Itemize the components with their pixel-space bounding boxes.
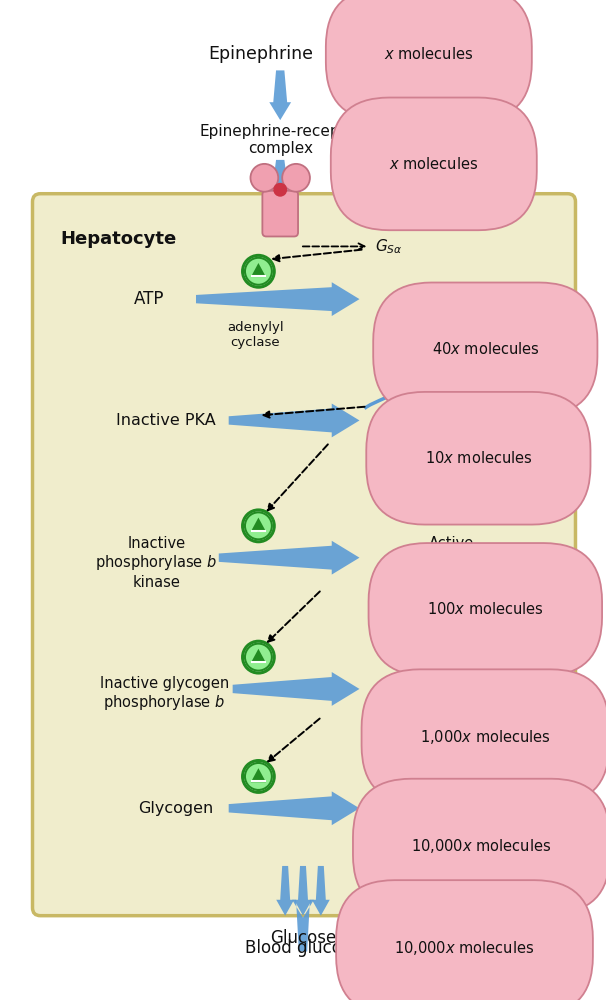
Circle shape [245,644,272,671]
Text: Hepatocyte: Hepatocyte [60,230,176,248]
Circle shape [250,164,278,192]
Circle shape [242,510,275,542]
Text: Active glycogen
phosphorylase $a$: Active glycogen phosphorylase $a$ [400,676,521,712]
Polygon shape [228,404,359,437]
Circle shape [273,183,287,197]
Polygon shape [228,791,359,825]
Text: ATP: ATP [134,290,165,308]
Text: Blood glucose: Blood glucose [245,939,361,957]
Polygon shape [196,282,359,316]
Circle shape [245,512,272,539]
Circle shape [242,641,275,673]
Text: Epinephrine: Epinephrine [208,45,313,63]
Polygon shape [312,866,330,916]
Text: 40$x$ molecules: 40$x$ molecules [431,341,539,357]
Text: Inactive glycogen
phosphorylase $b$: Inactive glycogen phosphorylase $b$ [99,676,229,712]
Text: Glucose 1-phosphate: Glucose 1-phosphate [389,801,544,816]
Text: Epinephrine-receptor
complex: Epinephrine-receptor complex [199,124,361,156]
FancyBboxPatch shape [262,191,298,236]
Circle shape [242,761,275,792]
Polygon shape [276,866,294,916]
Text: Cyclic AMP: Cyclic AMP [399,290,488,308]
Circle shape [282,164,310,192]
Polygon shape [251,263,266,277]
Text: $G_{S\alpha}$: $G_{S\alpha}$ [375,237,403,256]
FancyBboxPatch shape [33,194,576,916]
Text: 10$x$ molecules: 10$x$ molecules [425,450,532,466]
Polygon shape [251,518,266,532]
Text: 10,000$x$ molecules: 10,000$x$ molecules [395,939,534,957]
Polygon shape [251,649,266,663]
Text: Glucose: Glucose [270,929,336,947]
Text: Glycogen: Glycogen [139,801,214,816]
Text: 100$x$ molecules: 100$x$ molecules [427,601,544,617]
Polygon shape [292,900,314,951]
Circle shape [245,763,272,790]
Polygon shape [251,768,266,782]
Polygon shape [269,70,291,120]
Polygon shape [233,672,359,706]
Text: Inactive
phosphorylase $b$
kinase: Inactive phosphorylase $b$ kinase [95,536,218,590]
Text: Active
phosphorylase $b$
kinase: Active phosphorylase $b$ kinase [390,536,513,590]
Polygon shape [219,541,359,575]
Polygon shape [269,160,291,200]
Circle shape [245,258,272,285]
Text: $x$ molecules: $x$ molecules [389,156,479,172]
Text: Active PKA: Active PKA [396,413,482,428]
Text: Inactive PKA: Inactive PKA [116,413,216,428]
Text: 1,000$x$ molecules: 1,000$x$ molecules [420,728,551,746]
Polygon shape [294,866,312,916]
Text: 10,000$x$ molecules: 10,000$x$ molecules [411,837,551,855]
Text: adenylyl
cyclase: adenylyl cyclase [227,321,284,349]
Text: $x$ molecules: $x$ molecules [384,46,473,62]
Circle shape [242,255,275,287]
